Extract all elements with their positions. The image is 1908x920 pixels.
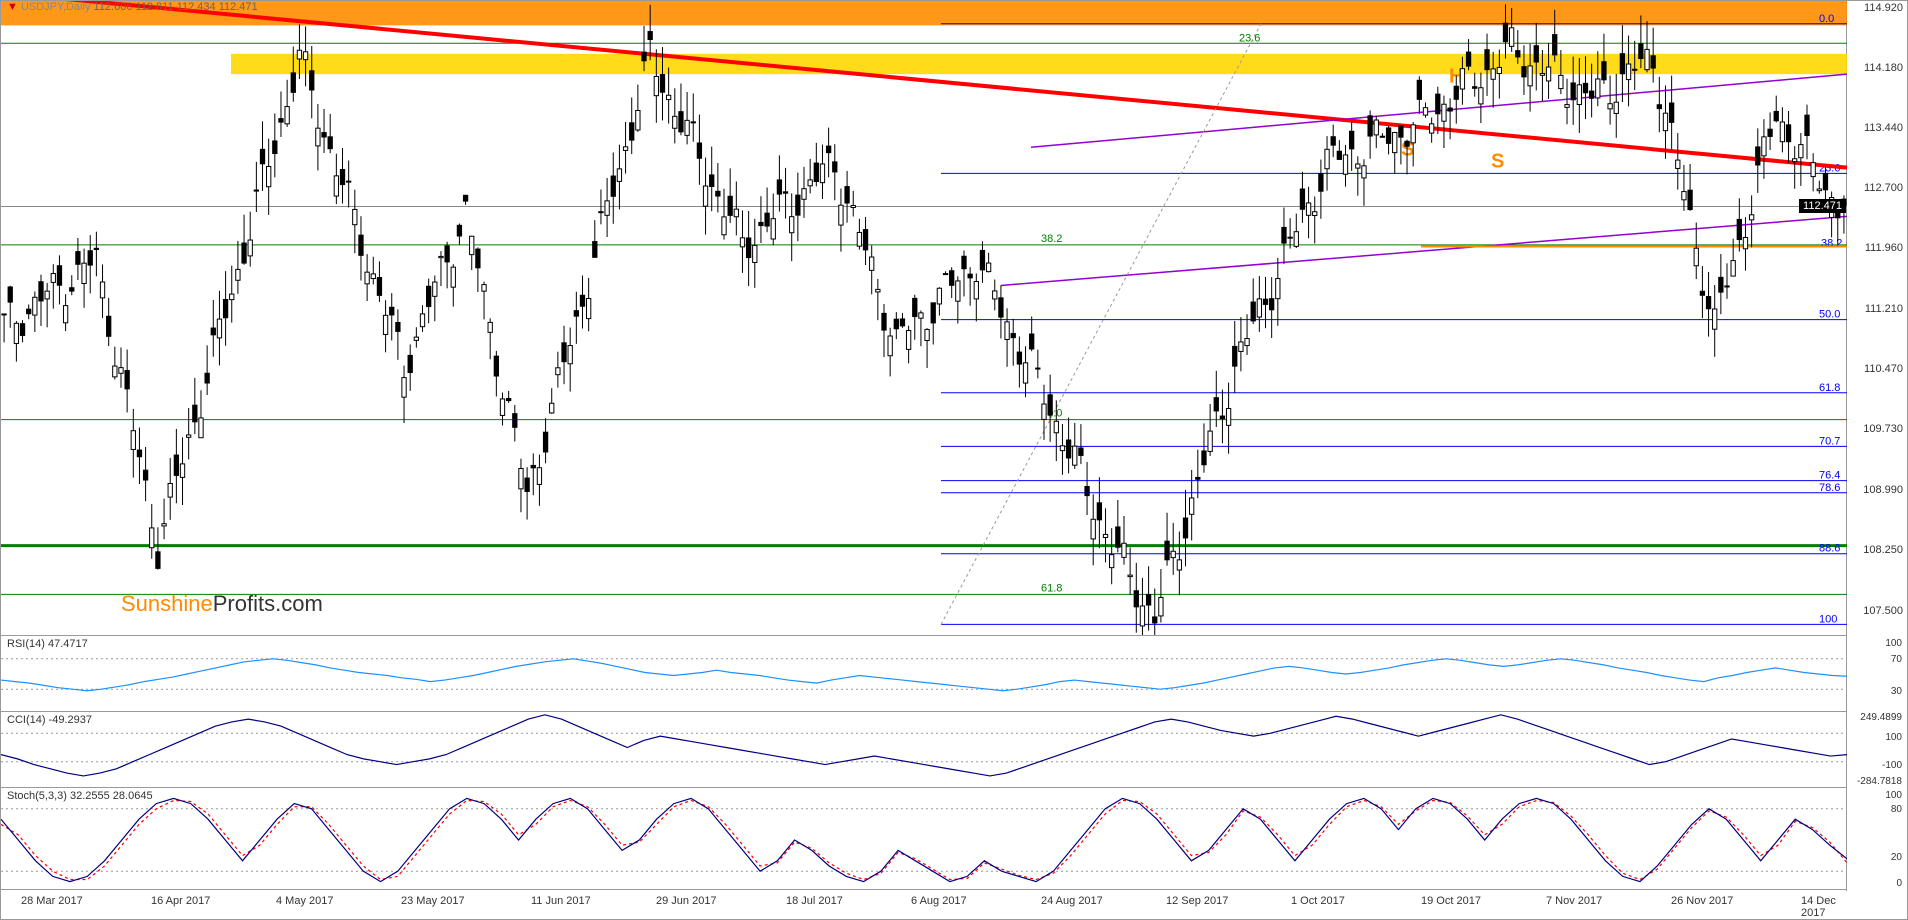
watermark: SunshineProfits.com (121, 591, 323, 617)
ohlc-values: 112.606 112.811 112.434 112.471 (94, 1, 258, 13)
cci-svg (1, 712, 1847, 788)
svg-text:S: S (1491, 151, 1504, 173)
price-y-axis: 114.920114.180113.440112.700111.960111.2… (1845, 1, 1907, 635)
date-x-axis: 28 Mar 201716 Apr 20174 May 201723 May 2… (1, 889, 1847, 919)
forex-chart: ▼ USDJPY,Daily 112.606 112.811 112.434 1… (0, 0, 1908, 920)
svg-text:61.8: 61.8 (1819, 382, 1840, 394)
stoch-label: Stoch(5,3,3) 32.2555 28.0645 (7, 790, 153, 802)
svg-text:76.4: 76.4 (1819, 470, 1840, 482)
cci-label: CCI(14) -49.2937 (7, 714, 92, 726)
chart-header: ▼ USDJPY,Daily 112.606 112.811 112.434 1… (1, 1, 258, 17)
rsi-svg (1, 636, 1847, 712)
cci-tick: 100 (1885, 732, 1902, 743)
stoch-tick: 80 (1891, 804, 1902, 815)
stoch-tick: 20 (1891, 852, 1902, 863)
stoch-tick: 100 (1885, 790, 1902, 801)
current-price-label: 112.471 (1799, 199, 1846, 213)
cci-indicator-panel[interactable]: CCI(14) -49.2937 249.4899 100 -100 -284.… (1, 711, 1847, 787)
svg-text:88.6: 88.6 (1819, 543, 1840, 555)
stoch-indicator-panel[interactable]: Stoch(5,3,3) 32.2555 28.0645 100 80 20 0 (1, 787, 1847, 891)
rsi-tick: 30 (1891, 686, 1902, 697)
svg-text:38.2: 38.2 (1041, 233, 1062, 245)
cci-tick: -284.7818 (1857, 776, 1902, 787)
stoch-tick: 0 (1896, 878, 1902, 889)
svg-text:61.8: 61.8 (1041, 582, 1062, 594)
stoch-svg (1, 788, 1847, 892)
rsi-indicator-panel[interactable]: RSI(14) 47.4717 100 70 30 (1, 635, 1847, 711)
svg-text:0.0: 0.0 (1819, 13, 1834, 25)
rsi-tick: 100 (1885, 638, 1902, 649)
rsi-label: RSI(14) 47.4717 (7, 638, 88, 650)
cci-tick: 249.4899 (1860, 712, 1902, 723)
svg-text:23.6: 23.6 (1239, 33, 1260, 45)
cci-tick: -100 (1882, 760, 1902, 771)
svg-text:50.0: 50.0 (1819, 309, 1840, 321)
rsi-tick: 70 (1891, 654, 1902, 665)
svg-text:100: 100 (1819, 613, 1837, 625)
svg-text:70.7: 70.7 (1819, 435, 1840, 447)
chart-svg: 38.250.061.80.023.650.061.870.776.478.68… (1, 1, 1847, 635)
symbol-label: USDJPY,Daily (21, 1, 91, 13)
svg-text:78.6: 78.6 (1819, 482, 1840, 494)
svg-text:38.2: 38.2 (1821, 237, 1842, 249)
main-candlestick-chart[interactable]: ▼ USDJPY,Daily 112.606 112.811 112.434 1… (1, 1, 1847, 635)
